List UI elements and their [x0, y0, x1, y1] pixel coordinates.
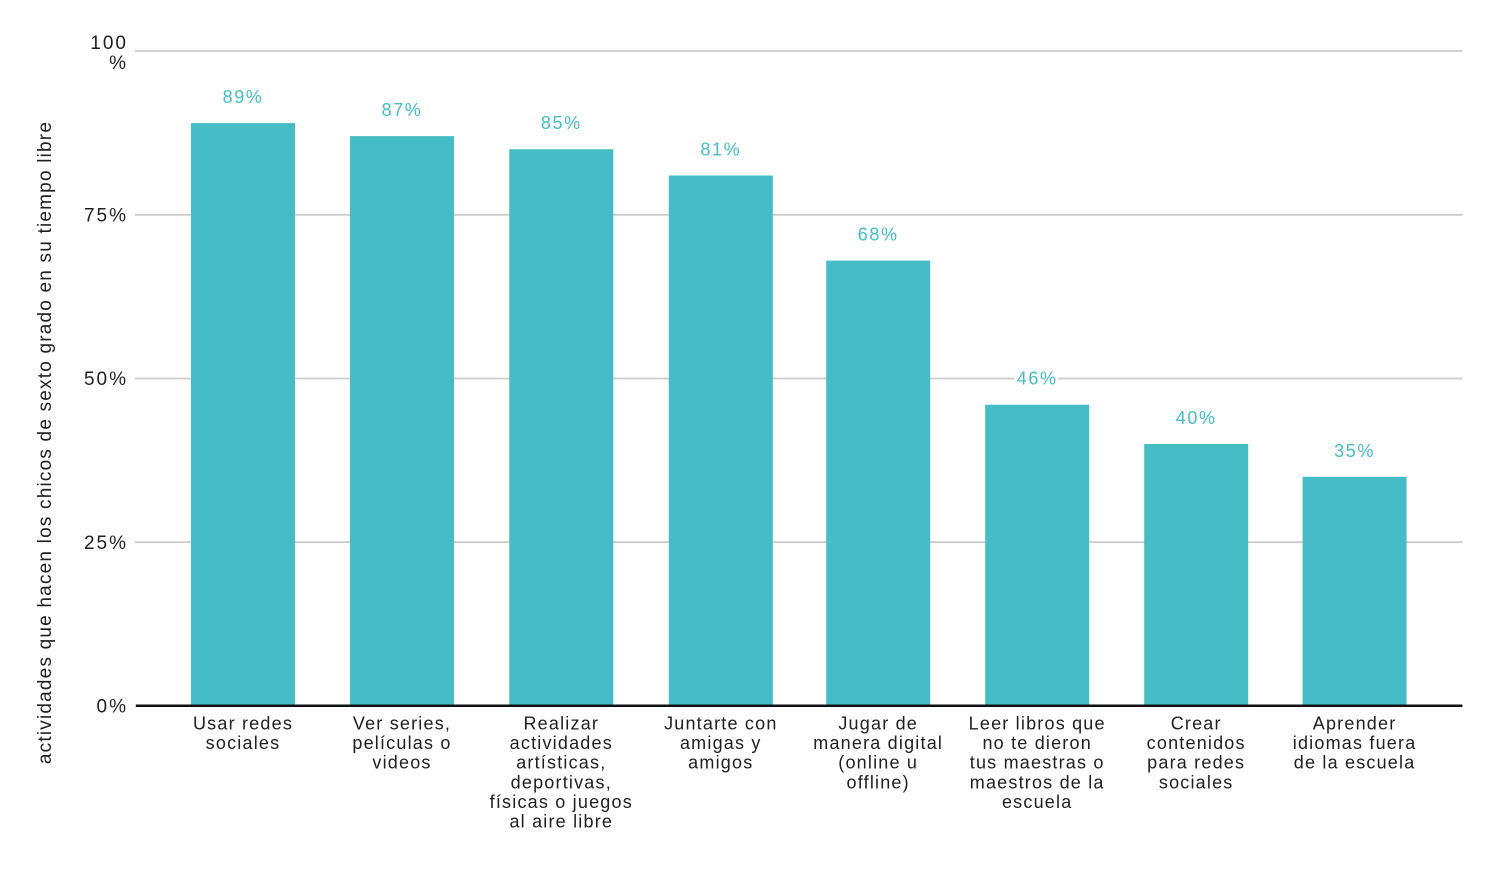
svg-text:40%: 40% [1176, 408, 1217, 428]
svg-text:0%: 0% [97, 697, 128, 718]
svg-text:25%: 25% [84, 533, 128, 554]
svg-text:68%: 68% [858, 225, 899, 245]
svg-text:46%: 46% [1017, 369, 1058, 389]
svg-text:%: % [109, 53, 128, 74]
svg-text:89%: 89% [223, 87, 264, 107]
svg-text:35%: 35% [1334, 441, 1375, 461]
svg-text:actividades que hacen los chic: actividades que hacen los chicos de sext… [35, 121, 56, 764]
svg-text:50%: 50% [84, 369, 128, 390]
svg-text:81%: 81% [700, 140, 741, 160]
svg-text:75%: 75% [84, 205, 128, 226]
svg-text:87%: 87% [382, 100, 423, 120]
svg-text:85%: 85% [541, 113, 582, 133]
svg-text:100: 100 [90, 33, 128, 54]
